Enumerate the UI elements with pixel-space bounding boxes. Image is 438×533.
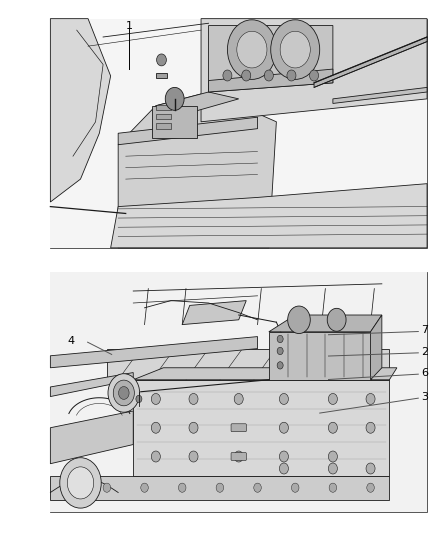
- Circle shape: [113, 380, 134, 406]
- Polygon shape: [50, 373, 133, 397]
- Circle shape: [277, 362, 283, 369]
- Polygon shape: [201, 19, 427, 122]
- Circle shape: [279, 393, 289, 405]
- Polygon shape: [107, 349, 389, 379]
- Circle shape: [103, 483, 111, 492]
- Circle shape: [328, 393, 337, 405]
- Text: 2: 2: [421, 347, 428, 357]
- FancyBboxPatch shape: [231, 424, 246, 432]
- Text: 3: 3: [421, 392, 428, 402]
- Circle shape: [279, 463, 289, 474]
- Polygon shape: [371, 315, 382, 379]
- Circle shape: [157, 54, 166, 66]
- Circle shape: [291, 483, 299, 492]
- FancyBboxPatch shape: [156, 72, 167, 78]
- Circle shape: [366, 393, 375, 405]
- Polygon shape: [182, 301, 246, 325]
- Polygon shape: [269, 315, 382, 332]
- Circle shape: [264, 70, 273, 81]
- Circle shape: [310, 70, 318, 81]
- Circle shape: [277, 348, 283, 354]
- Circle shape: [223, 70, 232, 81]
- Circle shape: [271, 20, 320, 79]
- Polygon shape: [156, 92, 239, 115]
- Circle shape: [151, 393, 160, 405]
- Circle shape: [60, 458, 101, 508]
- Polygon shape: [314, 37, 427, 87]
- FancyBboxPatch shape: [50, 19, 427, 248]
- Polygon shape: [118, 92, 276, 248]
- Circle shape: [141, 483, 148, 492]
- Circle shape: [234, 451, 243, 462]
- FancyBboxPatch shape: [156, 104, 171, 110]
- Circle shape: [242, 70, 251, 81]
- Circle shape: [288, 306, 310, 334]
- Circle shape: [108, 374, 140, 412]
- FancyBboxPatch shape: [50, 19, 427, 248]
- Text: 1: 1: [126, 21, 133, 30]
- Text: 4: 4: [68, 336, 75, 346]
- FancyBboxPatch shape: [156, 123, 171, 128]
- Circle shape: [189, 393, 198, 405]
- Circle shape: [136, 395, 142, 402]
- Polygon shape: [269, 332, 371, 379]
- Circle shape: [151, 451, 160, 462]
- Circle shape: [227, 20, 276, 79]
- Circle shape: [279, 422, 289, 433]
- Circle shape: [279, 451, 289, 462]
- Circle shape: [280, 31, 310, 68]
- Circle shape: [366, 463, 375, 474]
- Text: 6: 6: [421, 368, 428, 378]
- Circle shape: [329, 483, 337, 492]
- Circle shape: [234, 393, 243, 405]
- Polygon shape: [208, 69, 333, 92]
- Circle shape: [189, 451, 198, 462]
- Polygon shape: [50, 337, 258, 368]
- Circle shape: [254, 483, 261, 492]
- Text: 7: 7: [421, 326, 428, 335]
- Circle shape: [367, 483, 374, 492]
- Circle shape: [366, 422, 375, 433]
- Circle shape: [151, 422, 160, 433]
- FancyBboxPatch shape: [50, 272, 427, 512]
- Polygon shape: [133, 379, 389, 475]
- Circle shape: [328, 422, 337, 433]
- Polygon shape: [208, 26, 333, 92]
- Polygon shape: [50, 19, 111, 202]
- Circle shape: [327, 308, 346, 331]
- Circle shape: [328, 451, 337, 462]
- FancyBboxPatch shape: [152, 106, 197, 138]
- Circle shape: [189, 422, 198, 433]
- Polygon shape: [133, 368, 397, 379]
- Circle shape: [237, 31, 267, 68]
- FancyBboxPatch shape: [156, 114, 171, 119]
- FancyBboxPatch shape: [231, 453, 246, 461]
- Circle shape: [165, 87, 184, 110]
- Polygon shape: [118, 117, 258, 144]
- Circle shape: [119, 386, 129, 399]
- Polygon shape: [111, 184, 427, 248]
- Circle shape: [216, 483, 224, 492]
- FancyBboxPatch shape: [50, 272, 427, 512]
- Polygon shape: [333, 87, 427, 103]
- Circle shape: [178, 483, 186, 492]
- Circle shape: [277, 335, 283, 343]
- Circle shape: [328, 463, 337, 474]
- Polygon shape: [50, 411, 133, 464]
- Circle shape: [67, 467, 94, 499]
- Circle shape: [287, 70, 296, 81]
- Polygon shape: [50, 475, 389, 500]
